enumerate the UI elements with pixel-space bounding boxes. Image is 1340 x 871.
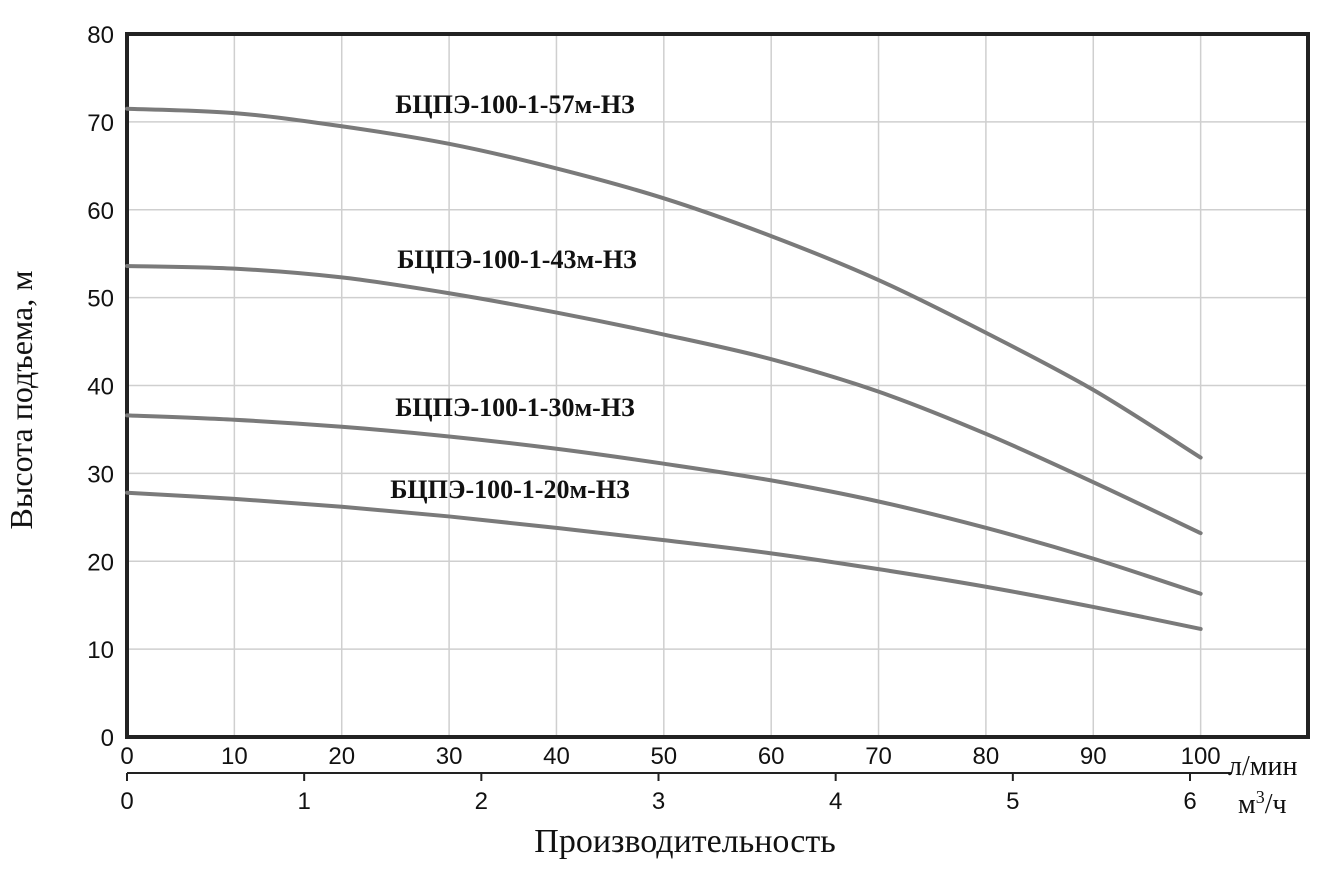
secondary-x-tick-label: 4: [829, 788, 842, 815]
secondary-x-tick-label: 2: [475, 788, 488, 815]
y-tick-labels: 0 10 20 30 40 50 60 70 80: [87, 22, 114, 752]
series-label: БЦПЭ-100-1-20м-НЗ: [390, 475, 630, 504]
x-tick-label: 50: [650, 743, 677, 770]
series-line: [125, 263, 1203, 536]
x-tick-label: 100: [1181, 743, 1221, 770]
y-tick-label: 80: [87, 22, 114, 49]
x-tick-labels: 0 10 20 30 40 50 60 70 80 90 100: [120, 743, 1220, 770]
secondary-x-tick-label: 6: [1183, 788, 1196, 815]
y-axis-title: Высота подъема, м: [3, 271, 39, 530]
y-tick-label: 20: [87, 549, 114, 576]
secondary-x-tick-label: 0: [120, 788, 133, 815]
series-line: [125, 490, 1203, 631]
series-line: [125, 413, 1203, 596]
secondary-x-axis: 0 1 2 3 4 5 6: [120, 772, 1232, 815]
y-tick-label: 10: [87, 637, 114, 664]
y-tick-label: 70: [87, 110, 114, 137]
series-label: БЦПЭ-100-1-30м-НЗ: [395, 393, 635, 422]
x-tick-label: 90: [1080, 743, 1107, 770]
x-tick-label: 0: [120, 743, 133, 770]
y-tick-label: 40: [87, 374, 114, 401]
x-tick-label: 10: [221, 743, 248, 770]
secondary-x-tick-label: 5: [1006, 788, 1019, 815]
series-label: БЦПЭ-100-1-57м-НЗ: [395, 90, 635, 119]
y-tick-label: 50: [87, 286, 114, 313]
plot-frame: [125, 32, 1310, 739]
series-label-layer: БЦПЭ-100-1-57м-НЗ БЦПЭ-100-1-43м-НЗ БЦПЭ-1…: [390, 90, 637, 504]
series-layer: [125, 106, 1203, 631]
x-tick-label: 80: [973, 743, 1000, 770]
x-axis-unit-secondary: м3/ч: [1238, 787, 1287, 820]
x-tick-label: 60: [758, 743, 785, 770]
series-line: [125, 106, 1203, 460]
y-tick-label: 30: [87, 461, 114, 488]
y-tick-label: 60: [87, 198, 114, 225]
grid-layer: [127, 34, 1308, 737]
secondary-x-tick-label: 3: [652, 788, 665, 815]
secondary-x-tick-label: 1: [297, 788, 310, 815]
series-label: БЦПЭ-100-1-43м-НЗ: [397, 245, 637, 274]
x-tick-label: 30: [436, 743, 463, 770]
x-tick-label: 20: [328, 743, 355, 770]
x-tick-label: 40: [543, 743, 570, 770]
x-axis-title: Производительность: [534, 823, 835, 860]
x-tick-label: 70: [865, 743, 892, 770]
x-axis-unit-primary: л/мин: [1228, 751, 1297, 782]
y-tick-label: 0: [101, 725, 114, 752]
